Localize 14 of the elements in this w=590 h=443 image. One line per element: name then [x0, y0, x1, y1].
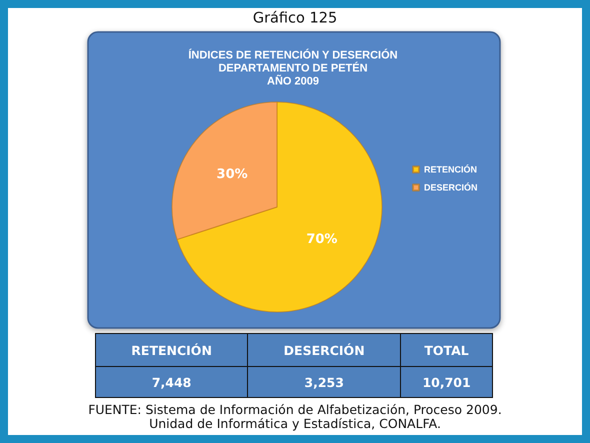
- chart-title: Gráfico 125: [252, 10, 338, 26]
- text: Unidad de Informática y Estadística, CONALFA.: [148, 416, 442, 430]
- text: 10,701: [400, 366, 492, 398]
- legend-label: DESERCIÓN: [424, 182, 478, 192]
- legend-label: RETENCIÓN: [424, 164, 478, 174]
- data-label: 30%: [216, 166, 248, 182]
- chart-subtitle: ÍNDICES DE RETENCIÓN Y DESERCIÓN DEPARTAMENTO DE PETÉN AÑO 2009: [188, 48, 398, 88]
- category-label: DESERCIÓN: [284, 342, 365, 358]
- source-note: FUENTE: Sistema de Información de Alfabetización, Proceso 2009.: [87, 402, 503, 417]
- data-label: 70%: [306, 232, 338, 248]
- slice-label: RETENCIÓN: [96, 334, 248, 366]
- text: 3,253: [248, 366, 401, 398]
- text: TOTAL: [400, 334, 492, 366]
- text: 7,448: [96, 366, 248, 398]
